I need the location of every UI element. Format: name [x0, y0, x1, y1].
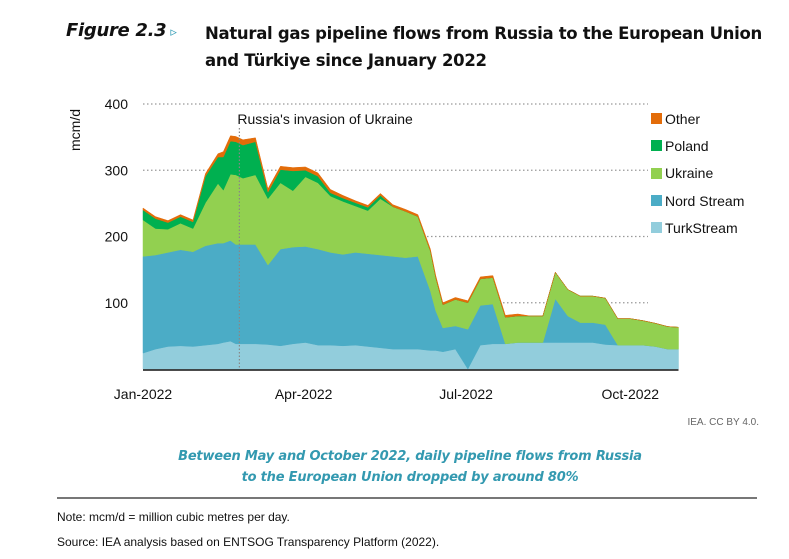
legend-swatch: [651, 195, 662, 207]
y-tick-label: 200: [105, 229, 129, 245]
figure-number: Figure 2.3: [66, 20, 167, 41]
figure-title: Natural gas pipeline flows from Russia t…: [205, 24, 762, 70]
triangle-arrow-icon: ▹: [170, 25, 177, 40]
key-message: Between May and October 2022, daily pipe…: [0, 446, 789, 488]
legend-label: Ukraine: [665, 165, 714, 182]
x-tick-label: Oct-2022: [602, 386, 660, 402]
legend-item-other: Other: [651, 105, 744, 132]
legend-swatch: [651, 222, 662, 234]
legend-label: TurkStream: [665, 219, 738, 236]
legend-label: Nord Stream: [665, 192, 745, 209]
stacked-area-chart: 100 200 300 400 Jan-2022 Apr-2022 Jul-2022 Oct-…: [67, 96, 679, 402]
legend-swatch: [651, 113, 662, 125]
divider: [57, 497, 757, 499]
legend-item-poland: Poland: [651, 132, 744, 159]
invasion-annotation: Russia's invasion of Ukraine: [237, 111, 413, 369]
source: Source: IEA analysis based on ENTSOG Tra…: [57, 535, 440, 549]
figure-label: Figure 2.3 ▹: [66, 20, 177, 41]
y-axis-label: mcm/d: [67, 109, 83, 151]
credit: IEA. CC BY 4.0.: [687, 417, 759, 428]
y-tick-label: 100: [105, 295, 129, 311]
legend: Other Poland Ukraine Nord Stream TurkStream: [651, 105, 744, 241]
area-other: [142, 135, 679, 328]
tick-labels: 100 200 300 400 Jan-2022 Apr-2022 Jul-2022 Oct-…: [105, 96, 660, 402]
invasion-annotation-text: Russia's invasion of Ukraine: [237, 111, 413, 127]
y-tick-label: 400: [105, 96, 129, 112]
legend-label: Other: [665, 110, 701, 127]
key-message-line-1: Between May and October 2022, daily pipe…: [178, 449, 642, 464]
x-tick-label: Apr-2022: [275, 386, 333, 402]
key-message-line-2: to the European Union dropped by around …: [241, 470, 579, 485]
note: Note: mcm/d = million cubic metres per d…: [57, 510, 290, 524]
x-tick-label: Jan-2022: [114, 386, 173, 402]
legend-label: Poland: [665, 137, 709, 154]
x-tick-label: Jul-2022: [439, 386, 493, 402]
legend-item-nord-stream: Nord Stream: [651, 187, 744, 214]
legend-item-ukraine: Ukraine: [651, 160, 744, 187]
legend-item-turkstream: TurkStream: [651, 214, 744, 241]
legend-swatch: [651, 140, 662, 152]
y-tick-label: 300: [105, 162, 129, 178]
legend-swatch: [651, 167, 662, 179]
area-series: [142, 135, 679, 370]
